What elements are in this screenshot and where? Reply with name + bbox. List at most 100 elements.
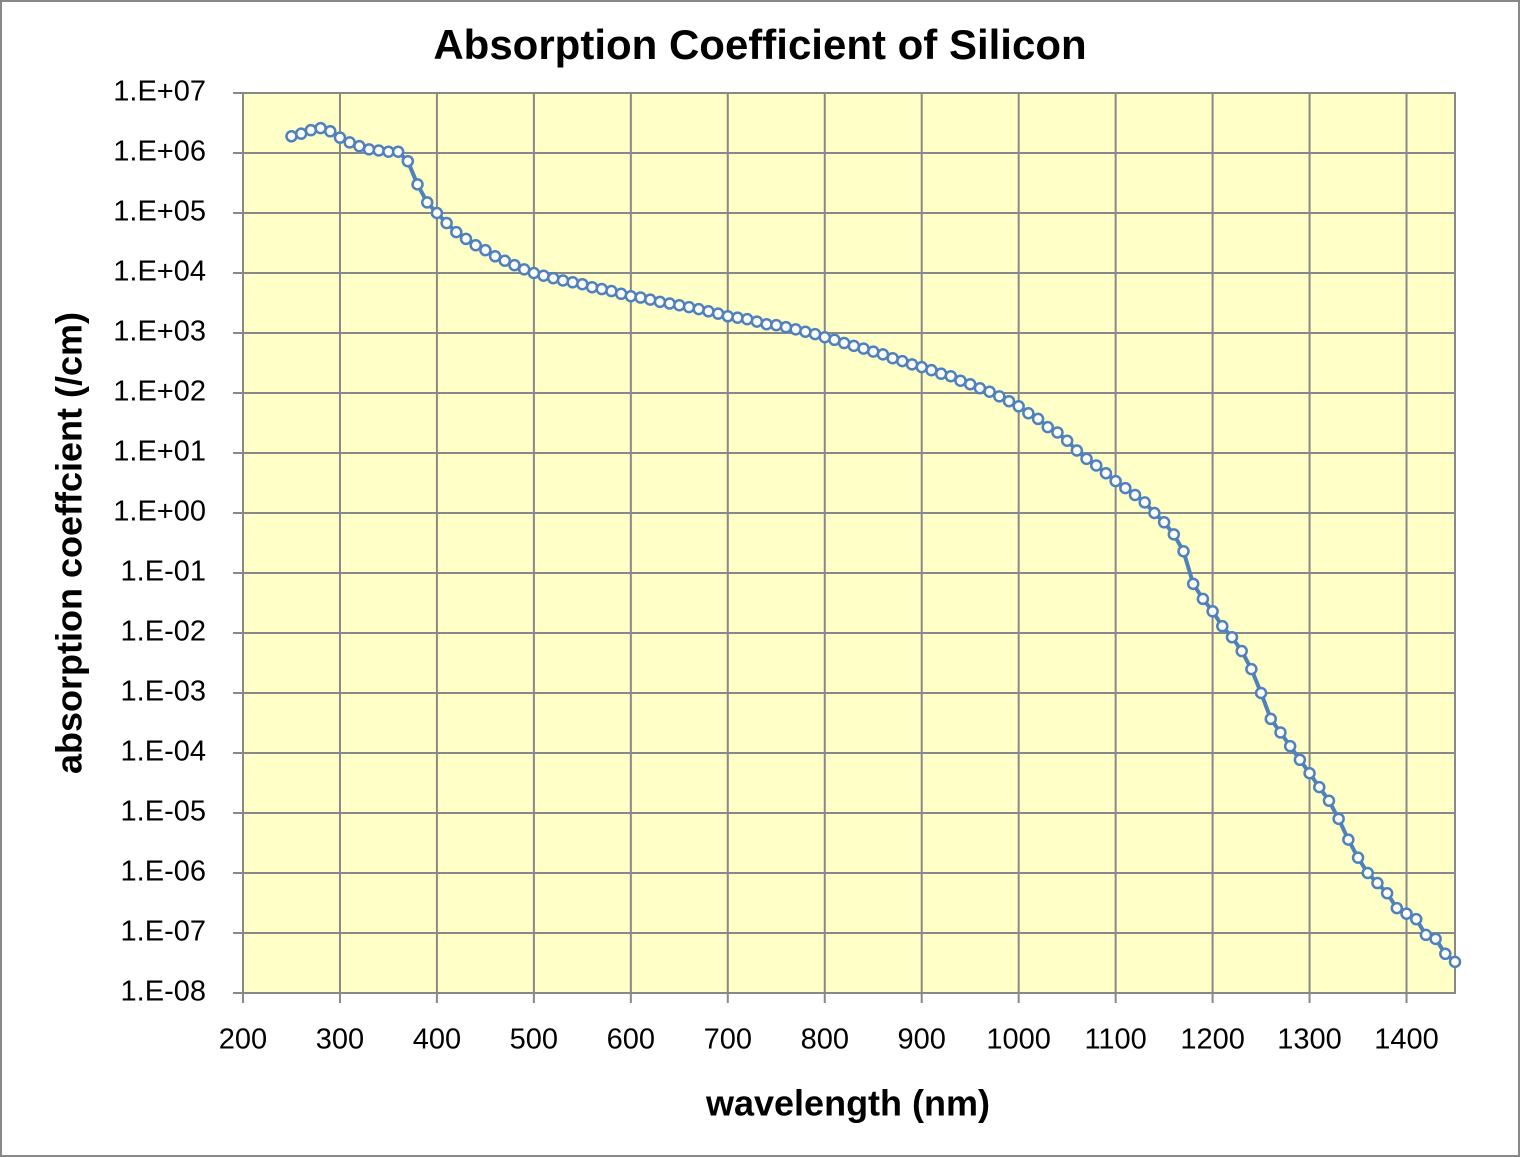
data-point [1022,406,1035,420]
x-tick-label: 500 [510,1024,558,1056]
data-point [702,305,715,318]
data-point [391,145,405,158]
data-point [1332,812,1345,826]
data-point [420,196,434,209]
y-tick-label: 1.E+02 [113,376,206,408]
y-tick-label: 1.E+01 [113,436,206,468]
data-point [556,274,570,287]
data-point [1216,619,1229,633]
plot-background [243,93,1455,993]
data-point [1128,488,1142,502]
data-point [595,282,609,296]
data-point [993,390,1006,403]
y-tick-label: 1.E-08 [121,976,206,1008]
data-point [1177,545,1190,558]
data-point [1196,592,1210,606]
data-point [673,299,686,312]
data-point [1051,426,1064,439]
data-point [430,206,444,220]
y-tick-label: 1.E-06 [121,856,206,888]
y-tick-label: 1.E+03 [113,316,206,348]
data-point [944,370,958,383]
data-point [1186,577,1200,591]
data-point [1138,496,1151,509]
chart-title: Absorption Coefficient of Silicon [433,21,1086,68]
data-point [585,280,599,294]
data-point [1012,400,1025,413]
data-point [362,143,376,156]
x-tick-label: 800 [801,1024,849,1056]
data-point [1439,947,1452,961]
x-tick-label: 1400 [1374,1024,1439,1056]
data-point [1448,955,1462,969]
data-point [1148,506,1161,520]
data-point [1409,912,1423,926]
y-tick-label: 1.E+07 [113,76,206,108]
data-point [731,311,744,324]
x-tick-label: 400 [413,1024,461,1056]
x-tick-label: 1100 [1084,1024,1146,1056]
data-point [711,307,725,320]
data-point [1274,726,1287,739]
data-point [1119,481,1132,495]
data-point [1002,394,1016,408]
data-point [983,385,996,398]
y-tick-label: 1.E-02 [121,616,206,648]
y-tick-label: 1.E-07 [121,916,206,948]
y-tick-label: 1.E+04 [113,256,206,288]
data-point [1157,516,1171,529]
data-point [508,258,521,272]
data-point [1380,886,1394,900]
data-point [789,323,802,336]
data-point [1235,644,1248,658]
data-point [1303,766,1316,780]
data-point [285,130,298,143]
x-axis-title: wavelength (nm) [705,1083,990,1124]
data-point [547,271,560,285]
data-point [304,123,318,137]
data-point [1099,466,1113,480]
data-point [1041,420,1055,434]
data-point [1206,605,1219,618]
data-point [721,310,735,323]
y-axis-title: absorption coeffcient (/cm) [49,312,90,774]
data-point [488,250,502,263]
data-point [1429,932,1442,946]
data-point [459,232,473,246]
data-point [1060,434,1074,448]
data-point [469,239,482,252]
data-point [1361,866,1374,880]
data-point [740,312,754,326]
data-point [1390,901,1404,915]
data-point [653,295,667,309]
y-tick-label: 1.E+05 [113,196,206,228]
data-point [1225,630,1239,644]
data-point [1070,444,1084,457]
data-point [1031,412,1045,426]
x-tick-label: 200 [219,1024,267,1056]
data-point [1400,907,1413,920]
data-point [450,225,463,239]
x-tick-label: 300 [316,1024,364,1056]
x-tick-label: 900 [898,1024,946,1056]
data-point [614,287,628,301]
data-point [692,302,705,316]
plot-area: 1.E-08 1.E-07 1.E-06 1.E-05 1.E-04 1.E-03 1.E-… [113,76,1462,1056]
data-point [333,131,347,144]
data-point [1313,780,1326,794]
x-tick-label: 600 [607,1024,655,1056]
y-tick-label: 1.E-03 [121,676,206,708]
data-point [799,325,812,338]
data-point [1351,851,1365,864]
y-tick-label: 1.E+06 [113,136,206,168]
data-point [682,300,696,314]
y-tick-label: 1.E+00 [113,496,206,528]
plot-frame [242,92,1456,994]
data-point [1080,452,1093,466]
data-point [934,367,948,380]
data-point [1283,739,1297,753]
data-point [624,289,638,303]
data-point [779,320,793,334]
data-point [1254,686,1268,700]
